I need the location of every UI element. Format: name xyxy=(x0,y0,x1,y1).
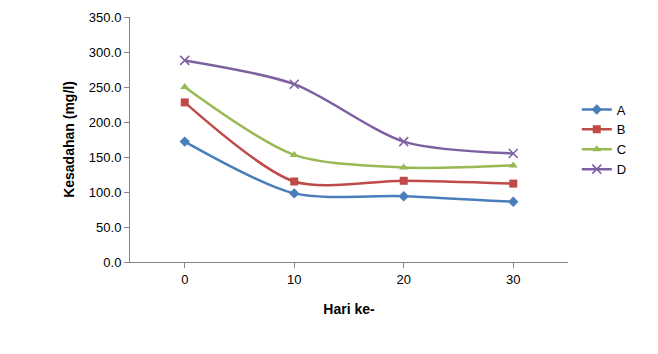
svg-text:30: 30 xyxy=(506,272,520,287)
svg-text:250.0: 250.0 xyxy=(89,80,122,95)
svg-text:Kesadahan (mg/l): Kesadahan (mg/l) xyxy=(61,81,77,198)
svg-text:0.0: 0.0 xyxy=(103,255,121,270)
svg-text:Hari ke-: Hari ke- xyxy=(323,301,375,317)
svg-text:10: 10 xyxy=(287,272,301,287)
svg-text:150.0: 150.0 xyxy=(89,150,122,165)
svg-text:300.0: 300.0 xyxy=(89,45,122,60)
svg-text:50.0: 50.0 xyxy=(96,220,121,235)
svg-text:200.0: 200.0 xyxy=(89,115,122,130)
svg-text:0: 0 xyxy=(181,272,188,287)
svg-text:350.0: 350.0 xyxy=(89,10,122,25)
svg-text:D: D xyxy=(617,162,626,177)
svg-text:20: 20 xyxy=(397,272,411,287)
svg-text:B: B xyxy=(617,122,626,137)
svg-text:C: C xyxy=(617,142,626,157)
svg-text:A: A xyxy=(617,103,626,118)
svg-text:100.0: 100.0 xyxy=(89,185,122,200)
